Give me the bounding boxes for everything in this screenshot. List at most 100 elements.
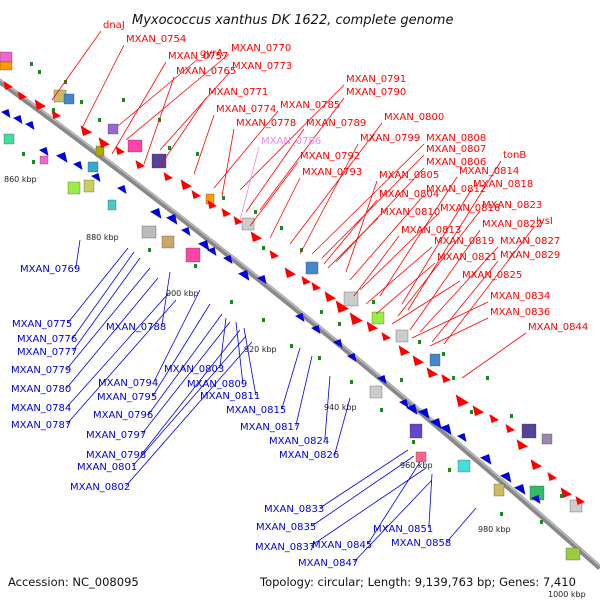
kbp-tick-label: 880 kbp	[86, 233, 119, 242]
track-dot-30	[32, 160, 35, 164]
forward-leader-line	[443, 226, 535, 345]
reverse-leader-line	[446, 507, 477, 543]
reverse-gene-6	[73, 161, 83, 170]
annotation-block-28	[493, 483, 505, 497]
reverse-gene-28	[480, 454, 492, 465]
forward-gene-label: MXAN_0757	[168, 51, 228, 62]
reverse-gene-label: MXAN_0826	[279, 450, 339, 461]
accession-text: Accession: NC_008095	[8, 575, 139, 589]
forward-gene-37	[575, 496, 585, 505]
map-title: Myxococcus xanthus DK 1622, complete gen…	[132, 13, 453, 28]
reverse-gene-22	[399, 399, 409, 408]
reverse-gene-label: MXAN_0777	[17, 347, 77, 358]
reverse-gene-1	[1, 109, 11, 118]
reverse-gene-label: MXAN_0802	[70, 482, 130, 493]
forward-gene-label: MXAN_0818	[473, 179, 533, 190]
forward-gene-label: MXAN_0785	[280, 100, 340, 111]
reverse-leader-line	[141, 321, 231, 435]
annotation-block-9	[67, 181, 81, 195]
forward-gene-label: MXAN_0789	[306, 118, 366, 129]
forward-leader-line	[345, 180, 378, 273]
reverse-leader-line	[281, 347, 301, 410]
reverse-gene-label: MXAN_0851	[373, 524, 433, 535]
forward-leader-line	[431, 260, 499, 343]
forward-leader-line	[323, 199, 378, 265]
reverse-gene-25	[430, 418, 442, 429]
forward-gene-label: MXAN_0792	[300, 151, 360, 162]
forward-leader-line	[125, 53, 230, 141]
annotation-block-6	[127, 139, 143, 153]
forward-gene-label: MXAN_0844	[528, 322, 588, 333]
track-dot-2	[38, 70, 41, 74]
reverse-gene-label: MXAN_0835	[256, 522, 316, 533]
kbp-tick-label: 900 kbp	[166, 289, 199, 298]
track-dot-21	[452, 376, 455, 380]
forward-gene-23	[366, 321, 378, 332]
cutoff-kbp-label: 1000 kbp	[548, 590, 586, 599]
reverse-gene-15	[238, 270, 250, 281]
forward-gene-label: MXAN_0771	[208, 87, 268, 98]
kbp-tick-label: 980 kbp	[478, 525, 511, 534]
track-dot-12	[262, 246, 265, 250]
reverse-gene-label: MXAN_0817	[240, 422, 300, 433]
reverse-gene-label: MXAN_0775	[12, 319, 72, 330]
reverse-gene-24	[418, 408, 430, 419]
forward-leader-line	[321, 154, 425, 259]
reverse-leader-line	[141, 329, 241, 455]
forward-gene-5	[80, 125, 92, 136]
forward-gene-8	[135, 160, 145, 169]
reverse-gene-30	[514, 484, 526, 495]
annotation-block-1	[0, 51, 13, 63]
forward-gene-label: MXAN_0822	[482, 219, 542, 230]
reverse-gene-label: MXAN_0769	[20, 264, 80, 275]
forward-gene-label: MXAN_0754	[126, 34, 186, 45]
forward-gene-30	[472, 405, 484, 416]
forward-leader-line	[117, 58, 199, 127]
annotation-block-26	[521, 423, 537, 439]
forward-gene-label: dnaJ	[103, 20, 125, 31]
reverse-gene-3	[25, 121, 35, 130]
annotation-block-7	[151, 153, 167, 169]
reverse-gene-10	[166, 214, 178, 225]
annotation-block-32	[3, 133, 15, 145]
reverse-leader-line	[72, 251, 135, 339]
forward-gene-22	[349, 312, 363, 325]
reverse-gene-label: MXAN_0784	[11, 403, 71, 414]
forward-leader-line	[353, 235, 400, 297]
reverse-gene-18	[311, 325, 321, 334]
annotation-block-34	[87, 161, 99, 173]
forward-gene-20	[324, 291, 336, 302]
reverse-gene-19	[333, 339, 343, 348]
reverse-leader-line	[295, 355, 313, 427]
forward-gene-label: MXAN_0806	[426, 157, 486, 168]
reverse-leader-line	[353, 479, 433, 563]
forward-gene-12	[207, 200, 217, 209]
track-dot-19	[418, 340, 421, 344]
annotation-block-22	[369, 385, 383, 399]
reverse-gene-13	[207, 247, 217, 256]
forward-gene-label: gyrA	[200, 48, 223, 59]
genome-summary-text: Topology: circular; Length: 9,139,763 bp…	[259, 575, 576, 589]
forward-gene-34	[530, 459, 542, 470]
track-dot-14	[300, 248, 303, 252]
track-dot-35	[290, 344, 293, 348]
reverse-gene-17	[295, 313, 305, 322]
reverse-gene-16	[257, 275, 267, 284]
reverse-gene-4	[39, 147, 49, 156]
reverse-leader-line	[132, 335, 247, 467]
track-dot-13	[280, 226, 283, 230]
reverse-leader-line	[75, 239, 81, 269]
annotation-block-16	[241, 217, 255, 231]
forward-gene-15	[250, 231, 262, 242]
forward-gene-2	[17, 91, 27, 100]
track-dot-18	[400, 378, 403, 382]
reverse-gene-label: MXAN_0824	[269, 436, 329, 447]
forward-gene-label: MXAN_0813	[401, 225, 461, 236]
forward-leader-line	[365, 246, 433, 305]
reverse-leader-line	[152, 303, 211, 397]
reverse-gene-label: MXAN_0780	[11, 384, 71, 395]
reverse-leader-line	[67, 247, 129, 324]
forward-gene-21	[335, 300, 349, 313]
reverse-gene-29	[500, 472, 512, 483]
reverse-leader-line	[66, 277, 159, 389]
